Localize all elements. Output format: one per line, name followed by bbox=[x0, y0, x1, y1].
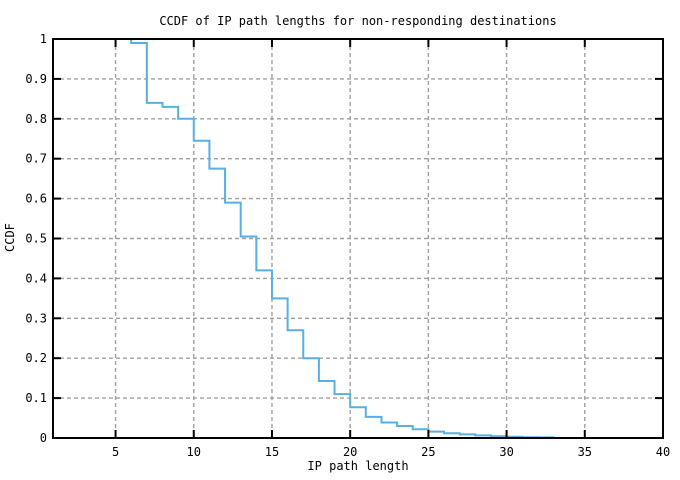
chart-title: CCDF of IP path lengths for non-respondi… bbox=[159, 14, 557, 28]
y-tick-label: 0.5 bbox=[25, 232, 47, 246]
x-tick-label: 40 bbox=[656, 445, 670, 459]
y-tick-label: 0.9 bbox=[25, 72, 47, 86]
y-tick-label: 0.6 bbox=[25, 192, 47, 206]
x-tick-label: 20 bbox=[343, 445, 357, 459]
y-tick-label: 0 bbox=[40, 431, 47, 445]
plot-border bbox=[52, 38, 664, 439]
x-tick-label: 25 bbox=[421, 445, 435, 459]
y-tick-label: 0.4 bbox=[25, 271, 47, 285]
x-tick-label: 5 bbox=[112, 445, 119, 459]
grid-lines bbox=[53, 39, 663, 438]
y-tick-label: 0.1 bbox=[25, 391, 47, 405]
tick-marks bbox=[54, 38, 664, 439]
y-tick-label: 0.7 bbox=[25, 152, 47, 166]
y-tick-label: 0.2 bbox=[25, 351, 47, 365]
x-tick-label: 35 bbox=[578, 445, 592, 459]
x-axis-label: IP path length bbox=[307, 459, 409, 473]
x-tick-label: 15 bbox=[265, 445, 279, 459]
y-tick-label: 0.3 bbox=[25, 311, 47, 325]
y-tick-label: 1 bbox=[40, 32, 47, 46]
x-tick-label: 30 bbox=[499, 445, 513, 459]
y-tick-label: 0.8 bbox=[25, 112, 47, 126]
ccdf-step-curve bbox=[53, 38, 555, 439]
tick-labels: 5 10 15 20 25 30 35 40 0 0.1 0.2 0.3 0.4 0.5 0.6 0.7 0.8… bbox=[25, 32, 670, 459]
x-tick-label: 10 bbox=[187, 445, 201, 459]
y-axis-label: CCDF bbox=[3, 223, 17, 252]
